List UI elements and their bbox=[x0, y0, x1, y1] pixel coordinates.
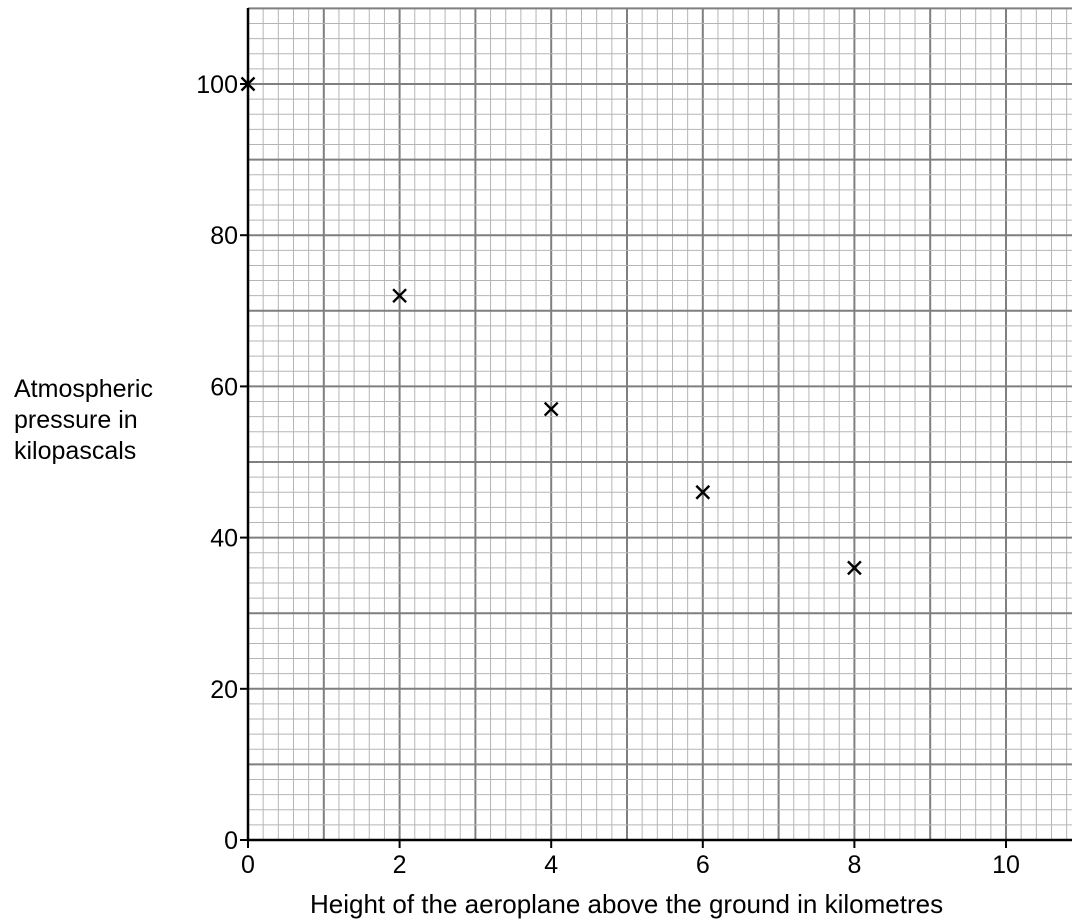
x-tick-labels: 0 2 4 6 8 10 bbox=[241, 851, 1020, 879]
data-points bbox=[240, 76, 862, 576]
grid bbox=[247, 7, 1072, 841]
y-tick-label: 100 bbox=[196, 71, 238, 99]
data-point bbox=[695, 484, 711, 500]
data-point bbox=[543, 401, 559, 417]
data-point bbox=[392, 288, 407, 304]
y-axis-label-line-2: pressure in bbox=[14, 406, 138, 434]
x-tick-label: 10 bbox=[992, 851, 1020, 879]
x-tick-label: 6 bbox=[696, 851, 710, 879]
y-axis-label-line-1: Atmospheric bbox=[14, 375, 153, 403]
x-axis-label: Height of the aeroplane above the ground… bbox=[310, 889, 944, 919]
y-tick-labels: 0 20 40 60 80 100 bbox=[196, 71, 238, 855]
data-point bbox=[240, 76, 256, 92]
y-tick-label: 20 bbox=[210, 676, 238, 704]
y-tick-label: 80 bbox=[210, 222, 238, 250]
axes bbox=[240, 8, 1072, 848]
y-tick-label: 40 bbox=[210, 525, 238, 553]
x-tick-label: 0 bbox=[241, 851, 255, 879]
x-tick-label: 2 bbox=[393, 851, 407, 879]
y-tick-label: 60 bbox=[210, 373, 238, 401]
y-tick-label: 0 bbox=[224, 827, 238, 855]
y-axis-label-line-3: kilopascals bbox=[14, 437, 137, 465]
x-tick-label: 8 bbox=[847, 851, 861, 879]
data-point bbox=[847, 560, 862, 576]
y-axis-label: Atmospheric pressure in kilopascals bbox=[14, 374, 153, 467]
x-tick-label: 4 bbox=[544, 851, 558, 879]
